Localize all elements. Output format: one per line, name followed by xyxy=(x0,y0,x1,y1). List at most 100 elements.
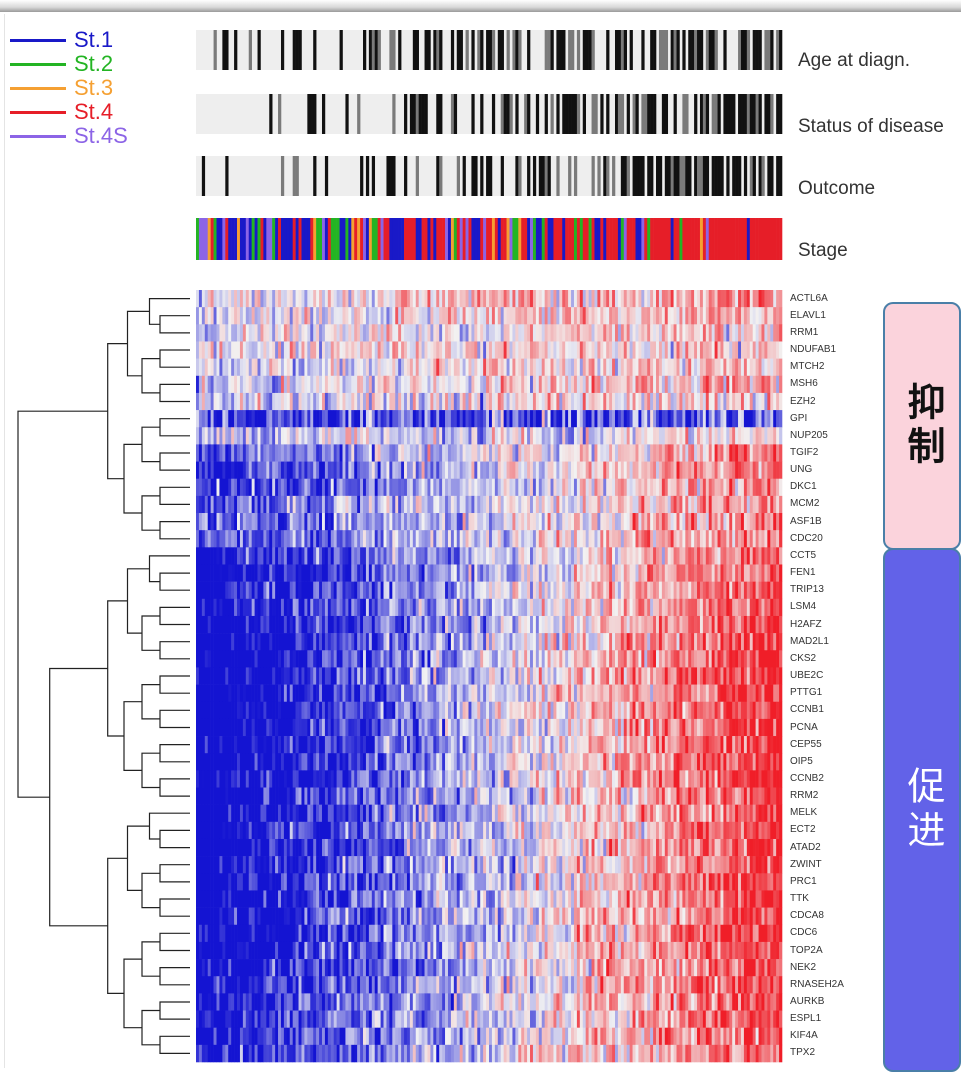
heatmap-cell xyxy=(568,581,572,600)
heatmap-cell xyxy=(459,444,463,462)
heatmap-cell xyxy=(357,650,361,668)
track-bar xyxy=(658,156,663,196)
heatmap-cell xyxy=(582,495,586,514)
heatmap-cell xyxy=(497,633,502,651)
heatmap-cell xyxy=(544,290,548,308)
heatmap-cell xyxy=(465,410,469,428)
heatmap-cell xyxy=(433,547,437,565)
heatmap-cell xyxy=(594,615,598,634)
heatmap-cell xyxy=(494,547,499,565)
heatmap-cell xyxy=(339,564,343,582)
heatmap-cell xyxy=(351,290,355,308)
heatmap-cell xyxy=(617,547,622,565)
heatmap-cell xyxy=(711,478,715,497)
heatmap-cell xyxy=(439,615,443,634)
heatmap-cell xyxy=(409,461,414,480)
heatmap-cell xyxy=(363,667,367,685)
heatmap-cell xyxy=(521,581,525,600)
heatmap-cell xyxy=(735,375,739,394)
heatmap-cell xyxy=(348,495,352,514)
heatmap-cell xyxy=(395,307,399,325)
heatmap-cell xyxy=(459,324,463,342)
heatmap-cell xyxy=(248,358,252,377)
heatmap-cell xyxy=(321,615,326,634)
heatmap-cell xyxy=(623,444,628,462)
heatmap-cell xyxy=(550,598,554,617)
heatmap-cell xyxy=(251,547,255,565)
heatmap-cell xyxy=(480,461,484,480)
heatmap-cell xyxy=(363,410,367,428)
heatmap-cell xyxy=(632,444,636,462)
heatmap-cell xyxy=(600,375,604,394)
heatmap-cell xyxy=(761,358,765,377)
heatmap-cell xyxy=(228,358,232,377)
heatmap-cell xyxy=(456,324,460,342)
heatmap-cell xyxy=(714,478,718,497)
heatmap-cell xyxy=(286,392,291,411)
heatmap-cell xyxy=(746,650,751,668)
heatmap-cell xyxy=(494,598,499,617)
heatmap-cell xyxy=(427,324,431,342)
heatmap-cell xyxy=(278,324,282,342)
heatmap-cell xyxy=(333,495,337,514)
heatmap-cell xyxy=(509,615,513,634)
track-bar xyxy=(623,156,628,196)
heatmap-cell xyxy=(497,547,502,565)
heatmap-cell xyxy=(339,547,343,565)
track-bar xyxy=(363,30,367,70)
heatmap-cell xyxy=(313,513,317,531)
heatmap-cell xyxy=(424,375,428,394)
heatmap-cell xyxy=(697,598,701,617)
heatmap-cell xyxy=(333,410,337,428)
heatmap-cell xyxy=(275,667,279,685)
heatmap-cell xyxy=(699,290,704,308)
heatmap-cell xyxy=(697,307,701,325)
heatmap-cell xyxy=(295,667,299,685)
heatmap-cell xyxy=(295,581,299,600)
heatmap-cell xyxy=(486,410,490,428)
stage-bar xyxy=(201,218,206,260)
heatmap-cell xyxy=(380,358,384,377)
heatmap-cell xyxy=(585,598,589,617)
heatmap-cell xyxy=(263,564,267,582)
heatmap-cell xyxy=(758,564,762,582)
heatmap-cell xyxy=(565,341,569,359)
heatmap-cell xyxy=(292,341,296,359)
heatmap-cell xyxy=(527,392,531,411)
heatmap-cell xyxy=(530,341,534,359)
heatmap-cell xyxy=(679,547,683,565)
track-bar xyxy=(697,156,701,196)
heatmap-cell xyxy=(735,290,739,308)
heatmap-cell xyxy=(773,547,777,565)
heatmap-cell xyxy=(383,307,387,325)
heatmap-cell xyxy=(406,341,411,359)
heatmap-cell xyxy=(532,358,537,377)
heatmap-cell xyxy=(594,530,598,548)
heatmap-cell xyxy=(462,478,466,497)
heatmap-cell xyxy=(386,290,390,308)
heatmap-cell xyxy=(673,581,677,600)
heatmap-cell xyxy=(371,290,376,308)
heatmap-cell xyxy=(746,410,751,428)
stage-bar xyxy=(559,218,563,260)
track-bar xyxy=(532,156,537,196)
heatmap-cell xyxy=(585,564,589,582)
heatmap-cell xyxy=(310,307,314,325)
heatmap-cell xyxy=(676,341,680,359)
heatmap-cell xyxy=(225,392,229,411)
heatmap-cell xyxy=(234,461,238,480)
heatmap-cell xyxy=(377,444,381,462)
heatmap-cell xyxy=(664,650,669,668)
heatmap-cell xyxy=(626,307,630,325)
heatmap-cell xyxy=(468,615,472,634)
heatmap-cell xyxy=(280,615,285,634)
track-bar xyxy=(743,30,748,70)
heatmap-cell xyxy=(635,324,639,342)
heatmap-cell xyxy=(491,341,496,359)
heatmap-cell xyxy=(257,290,261,308)
heatmap-cell xyxy=(752,341,756,359)
heatmap-cell xyxy=(679,633,683,651)
heatmap-cell xyxy=(635,530,639,548)
heatmap-cell xyxy=(723,324,727,342)
heatmap-cell xyxy=(286,547,291,565)
